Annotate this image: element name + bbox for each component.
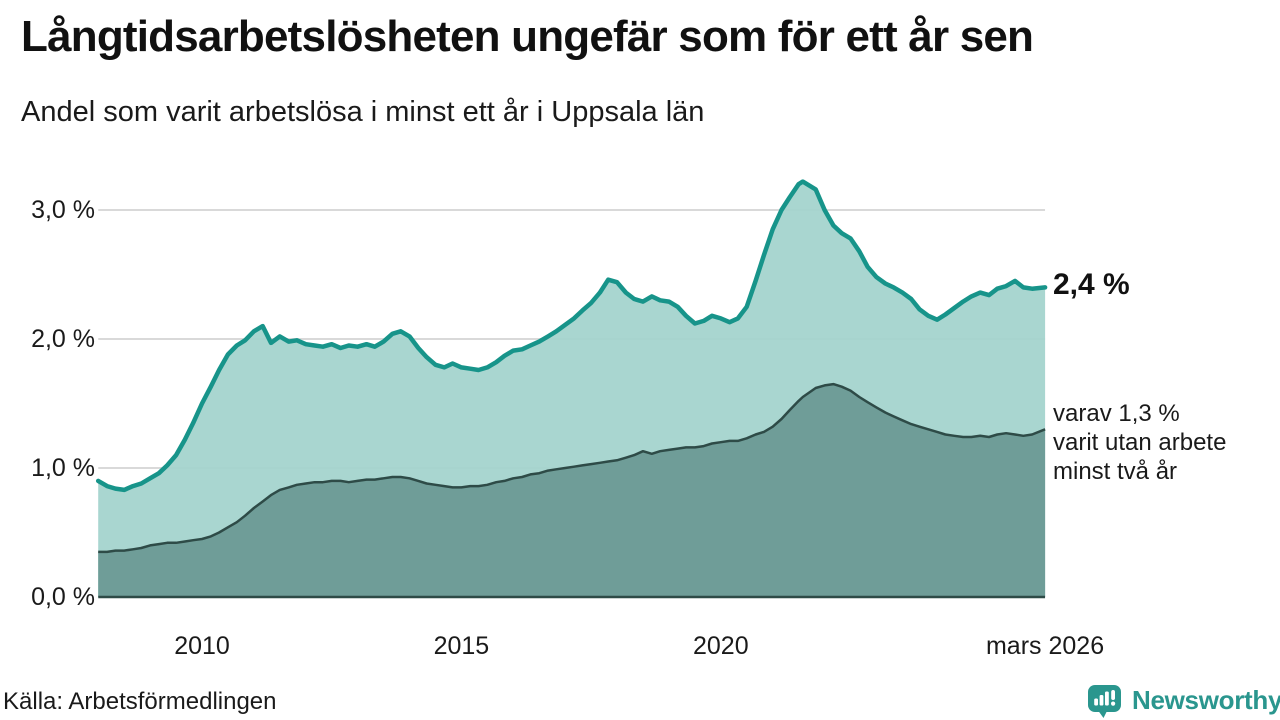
y-tick-label: 2,0 % xyxy=(31,325,95,353)
x-tick-label: 2015 xyxy=(433,632,490,660)
brand-name: Newsworthy xyxy=(1132,685,1280,715)
y-tick-label: 1,0 % xyxy=(31,454,95,482)
y-tick-label: 0,0 % xyxy=(31,583,95,611)
chart-subtitle: Andel som varit arbetslösa i minst ett å… xyxy=(21,96,705,128)
secondary-series-label: varav 1,3 % varit utan arbete minst två … xyxy=(1053,400,1227,485)
y-tick-label: 3,0 % xyxy=(31,196,95,224)
x-tick-label: 2020 xyxy=(692,632,749,660)
newsworthy-bubble-chart-icon xyxy=(1088,685,1121,718)
latest-value-label: 2,4 % xyxy=(1053,268,1130,301)
x-tick-label: 2010 xyxy=(174,632,230,660)
newsworthy-logo: Newsworthy xyxy=(1086,682,1280,719)
x-tick-label: mars 2026 xyxy=(985,632,1105,660)
chart-title: Långtidsarbetslösheten ungefär som för e… xyxy=(21,12,1034,61)
source-caption: Källa: Arbetsförmedlingen xyxy=(3,688,277,715)
